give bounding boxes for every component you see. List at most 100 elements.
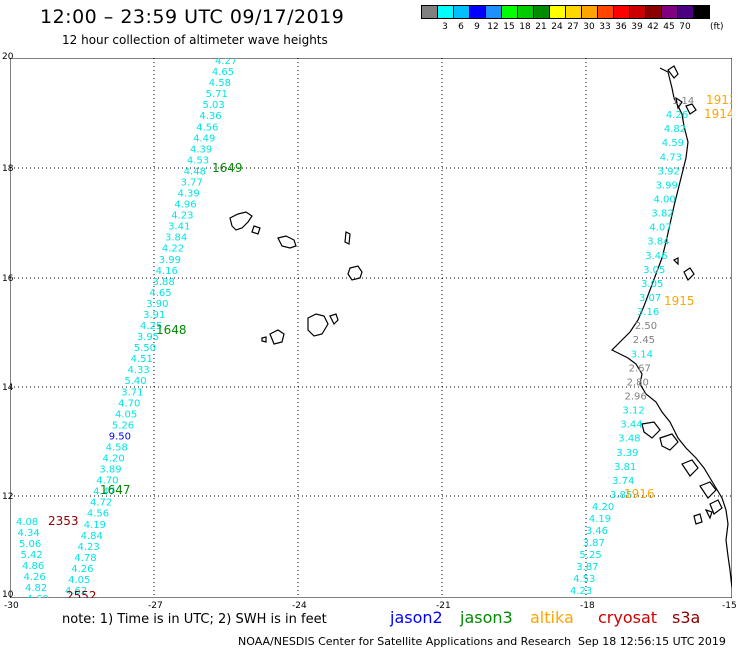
pass-label: 1647: [100, 483, 131, 497]
track-value: 4.58: [209, 78, 231, 89]
track-value: 4.00: [654, 195, 676, 206]
track-value: 5.25: [579, 550, 601, 561]
track-value: 4.36: [199, 111, 221, 122]
track-value: 4.25: [140, 321, 162, 332]
lon-tick-15: -15: [722, 601, 737, 611]
color-scale-label: 21: [535, 22, 547, 32]
pass-label: 2552: [66, 589, 97, 598]
track-value: 3.99: [159, 255, 181, 266]
track-value: 4.23: [78, 542, 100, 553]
island-outlines: [229, 211, 363, 345]
legend-cryosat: cryosat: [598, 608, 658, 627]
track-value: 5.03: [203, 100, 225, 111]
track-right-north: 1.14 4.26 4.82 4.59 4.73 3.92 3.99 4.00 3.82 4.07…: [610, 96, 694, 501]
track-value: 4.39: [190, 144, 212, 155]
track-value: 4.70: [96, 476, 118, 487]
track-value: 2.67: [629, 363, 651, 374]
track-value: 1.14: [672, 96, 694, 107]
lat-tick-20: 20: [2, 52, 14, 62]
track-value: 4.19: [84, 520, 106, 531]
lon-tick-27: -27: [148, 601, 163, 611]
lat-tick-14: 14: [2, 383, 14, 393]
color-scale-label: 33: [599, 22, 611, 32]
track-value: 4.59: [662, 138, 684, 149]
color-scale-label: 6: [458, 22, 464, 32]
timestamp-text: Sep 18 12:56:15 UTC 2019: [578, 635, 726, 648]
track-value: 4.48: [184, 166, 206, 177]
track-value: 3.82: [651, 209, 673, 220]
lon-tick-30: -30: [4, 601, 19, 611]
track-value: 3.14: [631, 349, 653, 360]
track-value: 4.53: [573, 574, 595, 585]
track-value: 4.70: [118, 398, 140, 409]
track-value: 4.62: [65, 586, 87, 597]
track-value: 4.86: [22, 561, 44, 572]
color-swatch: [517, 5, 534, 19]
track-value: 3.48: [618, 434, 640, 445]
color-scale-label: 3: [442, 22, 448, 32]
track-value: 4.26: [71, 564, 93, 575]
track-value: 4.51: [131, 354, 153, 365]
track-value: 4.20: [592, 502, 614, 513]
lon-tick-18: -18: [580, 601, 595, 611]
lat-tick-12: 12: [2, 492, 14, 502]
color-swatch: [629, 5, 646, 19]
track-value: 4.56: [196, 122, 218, 133]
track-value: 4.08: [16, 517, 38, 528]
pass-label: 1648: [156, 323, 187, 337]
track-value: 3.85: [610, 490, 632, 501]
track-value: 4.65: [149, 288, 171, 299]
track-value: 4.20: [103, 454, 125, 465]
color-scale-label: 39: [631, 22, 643, 32]
track-value: 3.74: [612, 476, 634, 487]
legend-altika: altika: [530, 608, 574, 627]
track-value: 4.07: [649, 223, 671, 234]
color-label-spacer: [421, 22, 437, 32]
track-value: 2.45: [633, 335, 655, 346]
lon-tick-21: -21: [436, 601, 451, 611]
color-swatch: [565, 5, 582, 19]
legend-s3a: s3a: [672, 608, 701, 627]
track-value: 4.49: [193, 133, 215, 144]
track-value: 3.88: [153, 277, 175, 288]
coastline: [610, 65, 732, 589]
color-scale-label: 45: [663, 22, 675, 32]
legend-jason3: jason3: [460, 608, 513, 627]
track-value: 3.44: [620, 420, 642, 431]
track-value: 3.16: [637, 307, 659, 318]
color-swatch: [485, 5, 502, 19]
color-scale-label: 70: [679, 22, 691, 32]
track-value: 3.87: [576, 562, 598, 573]
pass-label: 1915: [664, 294, 695, 308]
track-value: 3.90: [146, 299, 168, 310]
color-scale-label: 24: [551, 22, 563, 32]
color-swatch: [597, 5, 614, 19]
track-value: 4.58: [106, 442, 128, 453]
color-scale: [421, 5, 710, 19]
pass-label: 1914: [704, 107, 732, 121]
color-scale-label: 15: [503, 22, 515, 32]
track-value: 4.78: [74, 553, 96, 564]
map-canvas: 4.274.654.585.715.034.364.564.494.394.53…: [10, 58, 732, 598]
track-value: 3.46: [645, 251, 667, 262]
track-value: 4.22: [162, 244, 184, 255]
track-value: 4.39: [178, 189, 200, 200]
color-scale-label: 9: [474, 22, 480, 32]
pass-label: 1916: [624, 487, 655, 501]
track-value: 3.91: [143, 310, 165, 321]
track-value: 4.05: [115, 409, 137, 420]
track-value: 4.82: [25, 583, 47, 594]
track-value: 3.41: [168, 222, 190, 233]
track-value: 4.65: [212, 67, 234, 78]
track-value: 3.07: [639, 293, 661, 304]
track-value: 5.42: [21, 550, 43, 561]
source-text: NOAA/NESDIS Center for Satellite Applica…: [238, 635, 572, 648]
track-value: 5.40: [124, 376, 146, 387]
lat-tick-16: 16: [2, 274, 14, 284]
lon-tick-24: -24: [292, 601, 307, 611]
color-scale-label: 42: [647, 22, 659, 32]
grid-lines: [10, 58, 732, 598]
lat-tick-18: 18: [2, 164, 14, 174]
pass-label: 2353: [48, 514, 79, 528]
track-value: 9.50: [109, 431, 131, 442]
